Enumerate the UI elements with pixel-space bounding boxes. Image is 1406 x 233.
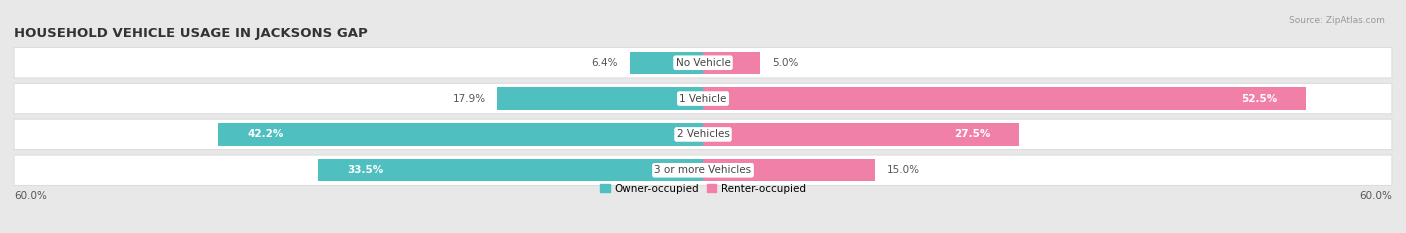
Bar <box>703 52 761 74</box>
Text: 60.0%: 60.0% <box>1360 191 1392 201</box>
Text: 33.5%: 33.5% <box>347 165 384 175</box>
Text: HOUSEHOLD VEHICLE USAGE IN JACKSONS GAP: HOUSEHOLD VEHICLE USAGE IN JACKSONS GAP <box>14 27 368 40</box>
Bar <box>703 123 1019 146</box>
Bar <box>218 123 703 146</box>
Text: 2 Vehicles: 2 Vehicles <box>676 129 730 139</box>
Bar <box>630 52 703 74</box>
Text: 42.2%: 42.2% <box>247 129 284 139</box>
Bar <box>703 159 875 181</box>
Text: 17.9%: 17.9% <box>453 94 486 104</box>
Text: 1 Vehicle: 1 Vehicle <box>679 94 727 104</box>
Legend: Owner-occupied, Renter-occupied: Owner-occupied, Renter-occupied <box>596 179 810 198</box>
FancyBboxPatch shape <box>14 119 1392 150</box>
FancyBboxPatch shape <box>14 48 1392 78</box>
Text: 3 or more Vehicles: 3 or more Vehicles <box>654 165 752 175</box>
Bar <box>318 159 703 181</box>
Bar <box>498 87 703 110</box>
Text: 15.0%: 15.0% <box>887 165 920 175</box>
Text: 5.0%: 5.0% <box>772 58 799 68</box>
Text: 6.4%: 6.4% <box>592 58 619 68</box>
Text: 52.5%: 52.5% <box>1241 94 1277 104</box>
Bar <box>703 87 1306 110</box>
FancyBboxPatch shape <box>14 83 1392 114</box>
Text: 60.0%: 60.0% <box>14 191 46 201</box>
Text: Source: ZipAtlas.com: Source: ZipAtlas.com <box>1289 16 1385 25</box>
FancyBboxPatch shape <box>14 155 1392 185</box>
Text: No Vehicle: No Vehicle <box>675 58 731 68</box>
Text: 27.5%: 27.5% <box>953 129 990 139</box>
